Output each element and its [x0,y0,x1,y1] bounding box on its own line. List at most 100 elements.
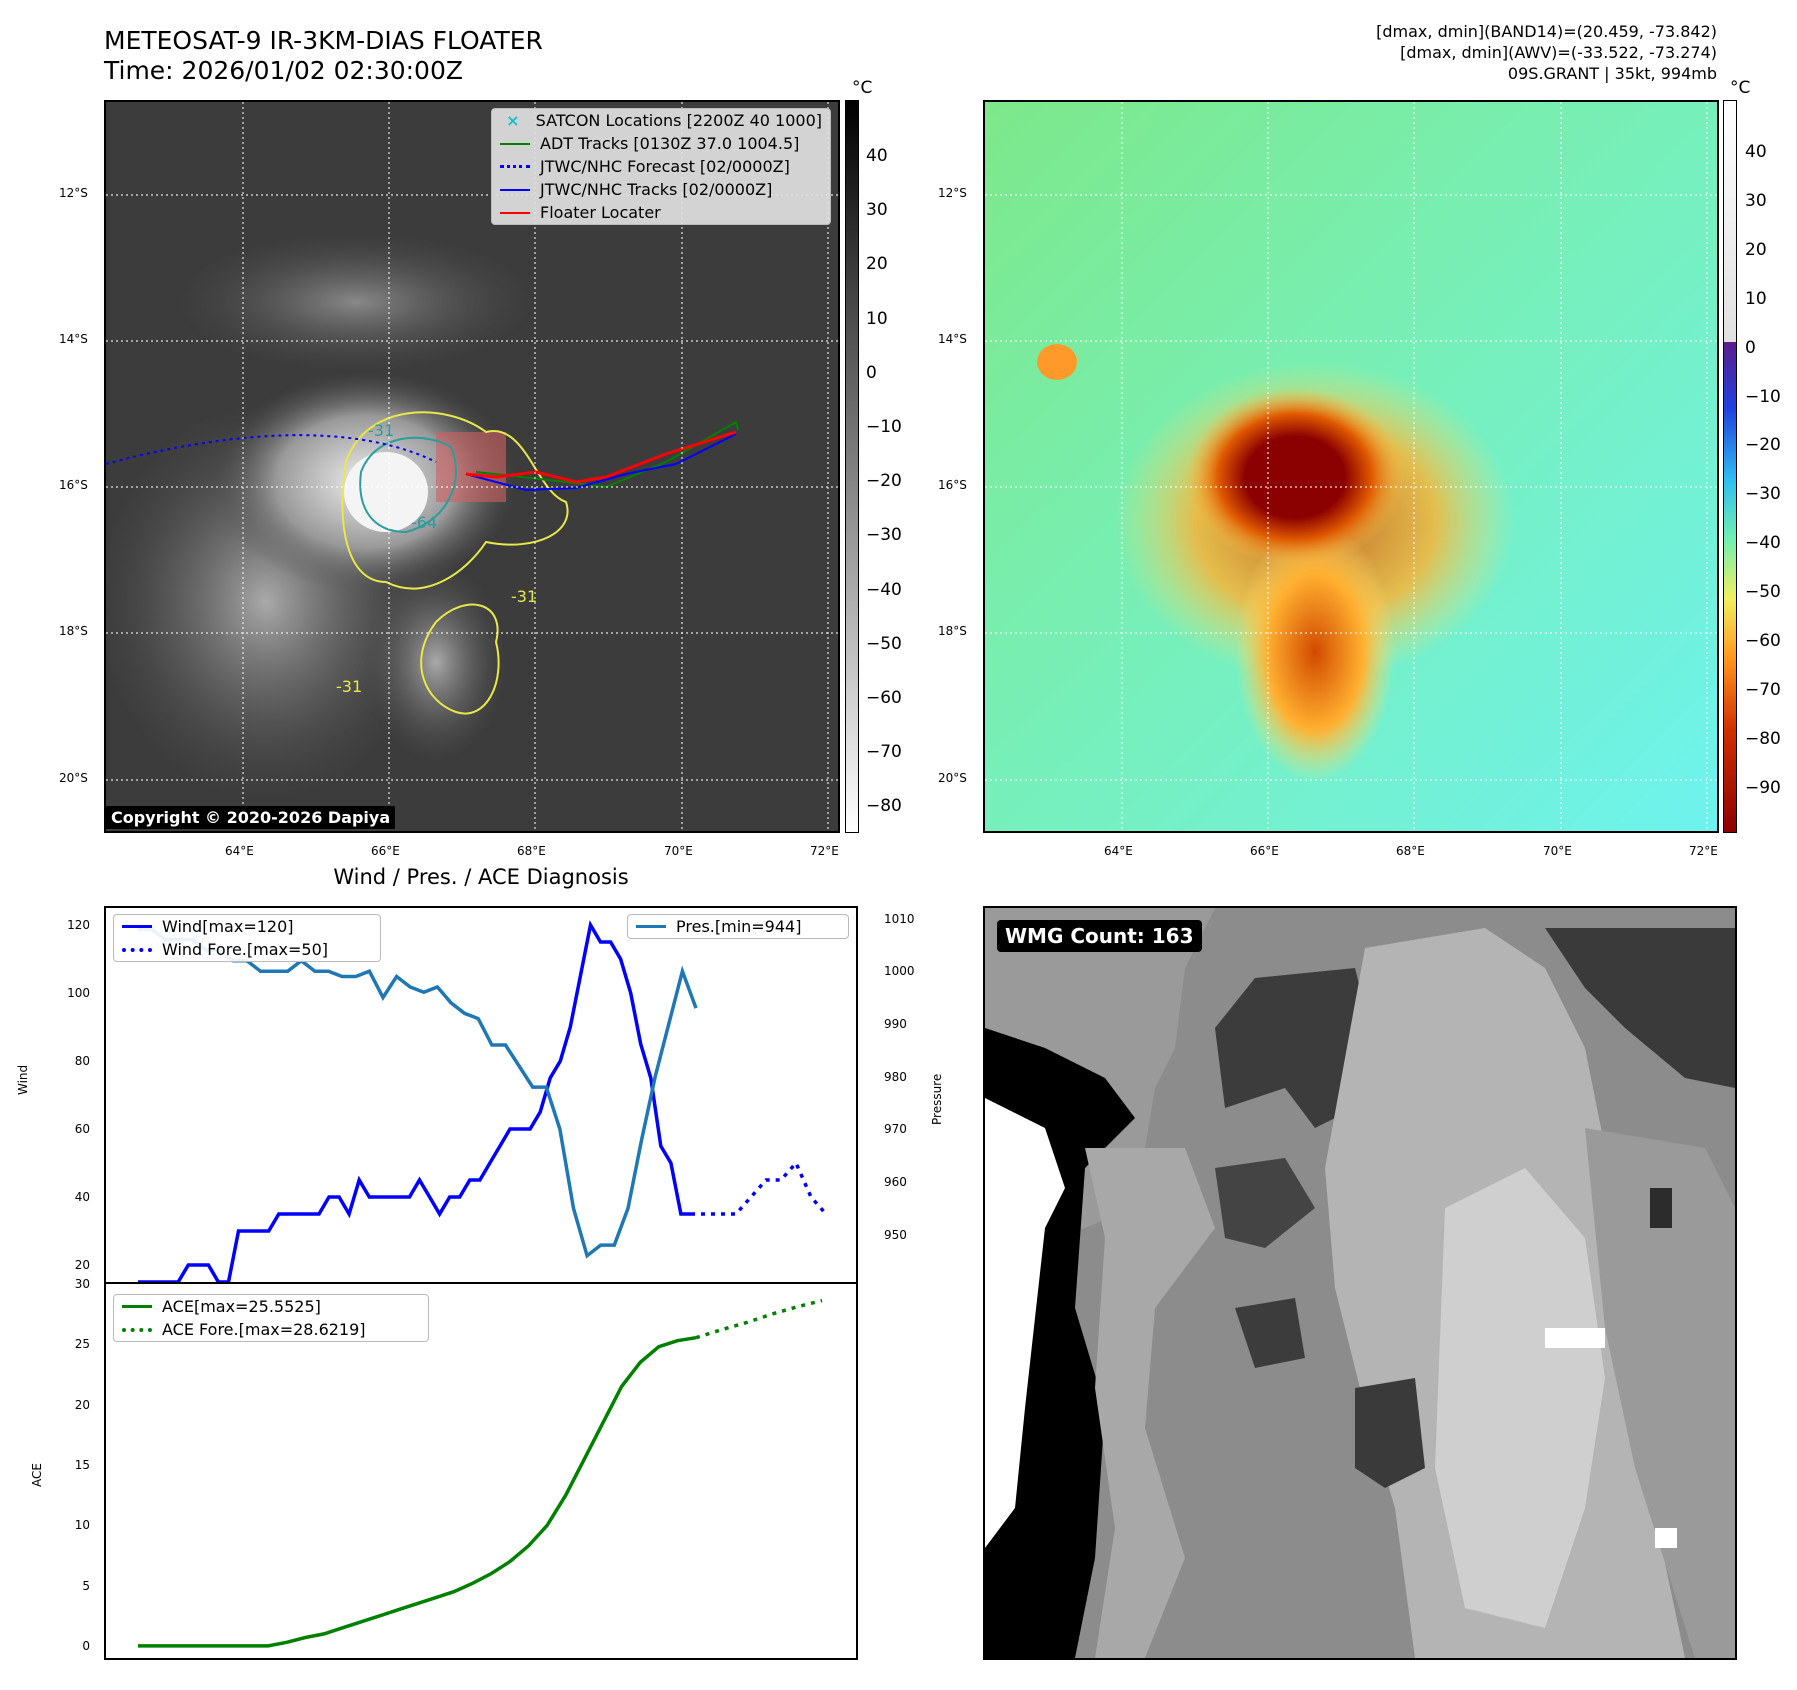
wind-legend: Wind[max=120] Wind Fore.[max=50] [113,914,381,962]
diag-tick-label: 0 [82,1638,90,1653]
lon-tick-label: 66°E [371,844,400,858]
windfore-legend-label: Wind Fore.[max=50] [162,940,328,959]
diag-tick-label: 980 [884,1069,907,1084]
wind-series-line [138,920,691,1282]
copyright: Copyright © 2020-2026 Dapiya [106,806,396,829]
colorbar-tick-label: −80 [1745,728,1781,749]
diag-tick-label: 120 [67,918,90,932]
colorbar-tick-label: 20 [1745,239,1767,260]
lat-tick-label: 12°S [938,186,967,200]
diag-tick-label: 20 [74,1397,90,1412]
colorbar-tick-label: −60 [866,688,902,708]
lon-tick-label: 70°E [1543,844,1572,858]
contour-label: -64 [411,513,437,532]
lon-tick-label: 68°E [1396,844,1425,858]
colorbar-tick-label: −50 [1745,582,1781,603]
colorbar-tick-label: −40 [866,579,902,600]
lon-tick-label: 66°E [1250,844,1279,858]
ace-legend: ACE[max=25.5525] ACE Fore.[max=28.6219] [113,1294,429,1342]
colorbar-tick-label: 40 [1745,142,1767,162]
legend-swatch [500,211,530,214]
diag-tick-label: 100 [67,986,90,1000]
awv-map-image [985,102,1717,831]
diag-tick-label: 80 [74,1054,90,1068]
awv-map-panel [983,100,1719,833]
legend-swatch [500,142,530,145]
lat-tick-label: 18°S [59,624,88,638]
diag-tick-label: 25 [74,1337,90,1352]
legend-swatch [500,165,530,168]
diag-tick-label: 1010 [884,911,915,926]
legend-swatch: × [506,111,520,130]
ir-colorbar [845,100,859,833]
colorbar-tick-label: −50 [866,633,902,654]
legend-swatch [500,188,530,191]
diag-tick-label: 5 [82,1578,90,1593]
colorbar-tick-label: −10 [1745,386,1781,407]
diag-tick-label: 15 [74,1457,90,1472]
ace-axis-label: ACE [30,1463,44,1487]
pressure-series-line [138,927,698,1259]
map-legend-label: Floater Locater [540,203,661,222]
colorbar-tick-label: 30 [1745,190,1767,211]
lat-tick-label: 16°S [938,478,967,492]
colorbar-tick-label: 30 [866,200,888,221]
map-legend-item: Floater Locater [492,201,830,224]
wind-axis-label: Wind [16,1064,30,1095]
colorbar-tick-label: 10 [866,308,888,329]
diag-tick-label: 990 [884,1016,907,1031]
lat-tick-label: 20°S [59,771,88,785]
ir-map-panel: -31 -64 -31 -31 × SATCON Locations [2200Z… [104,100,840,833]
map-legend-label: JTWC/NHC Forecast [02/0000Z] [540,157,790,176]
map-legend-item: JTWC/NHC Tracks [02/0000Z] [492,178,830,201]
lat-tick-label: 20°S [938,771,967,785]
colorbar-tick-label: −20 [1745,435,1781,456]
diag-tick-label: 40 [74,1190,90,1204]
diag-title: Wind / Pres. / ACE Diagnosis [333,865,629,889]
lat-tick-label: 14°S [59,332,88,346]
contour-label: -31 [336,677,362,696]
lon-tick-label: 72°E [1689,844,1718,858]
diag-tick-label: 970 [884,1122,907,1137]
map-legend-label: ADT Tracks [0130Z 37.0 1004.5] [540,134,800,153]
pres-legend: Pres.[min=944] [627,914,849,939]
diag-tick-label: 1000 [884,964,915,979]
awv-range: [dmax, dmin](AWV)=(-33.522, -73.274) [1400,43,1717,62]
diag-tick-label: 950 [884,1227,907,1242]
wmg-image [985,908,1735,1658]
ace-panel: ACE[max=25.5525] ACE Fore.[max=28.6219] [104,1282,858,1660]
diag-tick-label: 10 [74,1518,90,1533]
diag-tick-label: 60 [74,1122,90,1136]
lat-tick-label: 16°S [59,478,88,492]
band14-range: [dmax, dmin](BAND14)=(20.459, -73.842) [1376,22,1717,41]
colorbar-tick-label: 20 [866,254,888,275]
acefore-series-line [695,1298,823,1340]
lat-tick-label: 18°S [938,624,967,638]
wmg-panel: WMG Count: 163 [983,906,1737,1660]
map-legend-label: SATCON Locations [2200Z 40 1000] [535,111,822,130]
diag-tick-label: 30 [74,1277,90,1291]
lat-tick-label: 12°S [59,186,88,200]
windfore-series-line [691,1159,828,1216]
colorbar-tick-label: 10 [1745,288,1767,309]
contour-label: -31 [511,587,537,606]
figure-title: METEOSAT-9 IR-3KM-DIAS FLOATER [104,26,543,55]
storm-info: 09S.GRANT | 35kt, 994mb [1507,64,1717,83]
pres-legend-label: Pres.[min=944] [676,917,802,936]
lat-tick-label: 14°S [938,332,967,346]
wind-pres-panel: Wind[max=120] Wind Fore.[max=50] Pres.[m… [104,906,858,1284]
wind-pres-plot [138,920,828,1282]
pressure-axis-label: Pressure [930,1073,944,1125]
diag-tick-label: 20 [74,1258,90,1272]
colorbar-tick-label: −90 [1745,777,1781,798]
map-legend: × SATCON Locations [2200Z 40 1000] ADT Tra… [491,108,831,225]
colorbar-tick-label: −60 [1745,631,1781,651]
ir-colorbar-unit: °C [852,78,873,98]
map-legend-label: JTWC/NHC Tracks [02/0000Z] [540,180,773,199]
colorbar-tick-label: −70 [866,742,902,763]
lon-tick-label: 64°E [1104,844,1133,858]
lon-tick-label: 68°E [517,844,546,858]
lon-tick-label: 72°E [810,844,839,858]
contour-label: -31 [368,421,394,440]
acefore-legend-label: ACE Fore.[max=28.6219] [162,1320,366,1339]
